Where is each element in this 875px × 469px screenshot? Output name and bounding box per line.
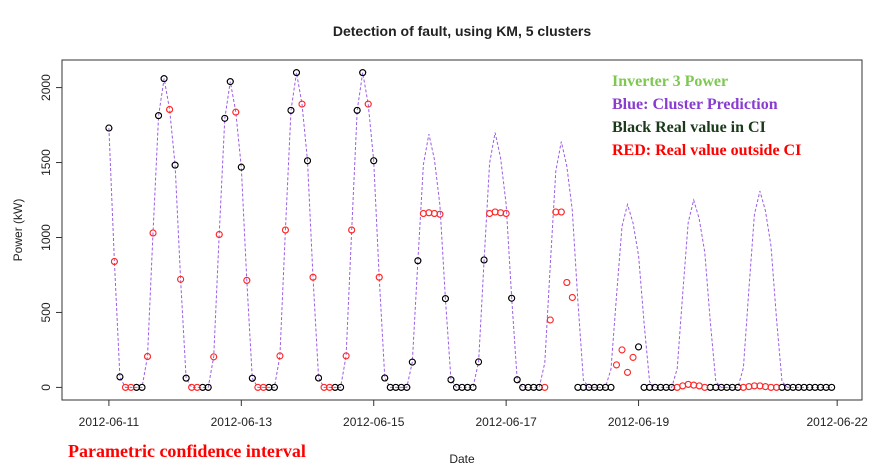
data-point: [160, 75, 168, 83]
data-point: [149, 229, 157, 237]
x-tick-label: 2012-06-22: [806, 415, 868, 429]
data-point: [541, 383, 549, 391]
data-point: [447, 376, 455, 384]
data-point: [342, 352, 350, 360]
data-point: [364, 100, 372, 108]
data-point: [237, 163, 245, 171]
data-point: [513, 376, 521, 384]
x-tick-label: 2012-06-15: [343, 415, 405, 429]
data-point: [612, 361, 620, 369]
data-point: [292, 69, 300, 77]
data-point: [469, 383, 477, 391]
plot-frame: [61, 59, 863, 401]
data-point: [221, 114, 229, 122]
data-point: [243, 276, 251, 284]
data-point: [624, 368, 632, 376]
data-point: [287, 106, 295, 114]
data-point: [607, 383, 615, 391]
data-point: [127, 383, 135, 391]
data-point: [105, 124, 113, 132]
data-point: [508, 294, 516, 302]
chart-title: Detection of fault, using KM, 5 clusters: [333, 23, 591, 39]
data-point: [110, 257, 118, 265]
data-point: [568, 293, 576, 301]
data-point: [359, 69, 367, 77]
data-point: [155, 112, 163, 120]
data-point: [414, 257, 422, 265]
data-point: [370, 157, 378, 165]
y-tick-label: 1500: [39, 149, 53, 176]
x-tick-label: 2012-06-17: [475, 415, 537, 429]
data-point: [563, 278, 571, 286]
y-tick-label: 0: [39, 384, 53, 391]
data-point: [337, 383, 345, 391]
data-point: [701, 383, 709, 391]
data-point: [408, 358, 416, 366]
data-point: [116, 373, 124, 381]
legend-entry: Black Real value in CI: [612, 119, 766, 136]
data-point: [193, 383, 201, 391]
data-point: [772, 383, 780, 391]
data-point: [348, 226, 356, 234]
legend-title: Inverter 3 Power: [612, 73, 728, 90]
data-point: [381, 374, 389, 382]
data-point: [166, 105, 174, 113]
data-point: [353, 106, 361, 114]
data-point: [210, 353, 218, 361]
data-point: [475, 358, 483, 366]
data-point: [232, 108, 240, 116]
data-point: [629, 353, 637, 361]
data-point: [309, 273, 317, 281]
x-tick-label: 2012-06-11: [79, 415, 140, 429]
x-tick-label: 2012-06-13: [211, 415, 273, 429]
data-point: [557, 208, 565, 216]
data-point: [138, 383, 146, 391]
data-point: [546, 316, 554, 324]
data-point: [177, 275, 185, 283]
data-point: [171, 161, 179, 169]
data-point: [635, 343, 643, 351]
data-point: [204, 383, 212, 391]
data-point: [502, 210, 510, 218]
data-point: [375, 273, 383, 281]
x-tick-label: 2012-06-19: [608, 415, 670, 429]
y-axis-label: Power (kW): [11, 199, 25, 262]
data-point: [281, 226, 289, 234]
data-point: [403, 383, 411, 391]
data-point: [298, 100, 306, 108]
data-point: [828, 383, 836, 391]
y-tick-label: 500: [39, 302, 53, 322]
data-point: [144, 353, 152, 361]
data-point: [436, 210, 444, 218]
data-point: [215, 230, 223, 238]
x-axis-label: Date: [449, 452, 475, 466]
data-point: [182, 374, 190, 382]
y-tick-label: 1000: [39, 224, 53, 251]
y-tick-label: 2000: [39, 74, 53, 101]
data-point: [618, 346, 626, 354]
data-point: [248, 374, 256, 382]
legend-entry: Blue: Cluster Prediction: [612, 96, 778, 113]
data-point: [480, 256, 488, 264]
data-point: [326, 383, 334, 391]
data-point: [315, 374, 323, 382]
legend-entry: RED: Real value outside CI: [612, 142, 801, 159]
data-point: [226, 78, 234, 86]
data-point: [441, 295, 449, 303]
data-point: [270, 383, 278, 391]
annotation: Parametric confidence interval: [68, 441, 306, 461]
data-point: [276, 352, 284, 360]
data-point: [259, 383, 267, 391]
data-point: [304, 157, 312, 165]
